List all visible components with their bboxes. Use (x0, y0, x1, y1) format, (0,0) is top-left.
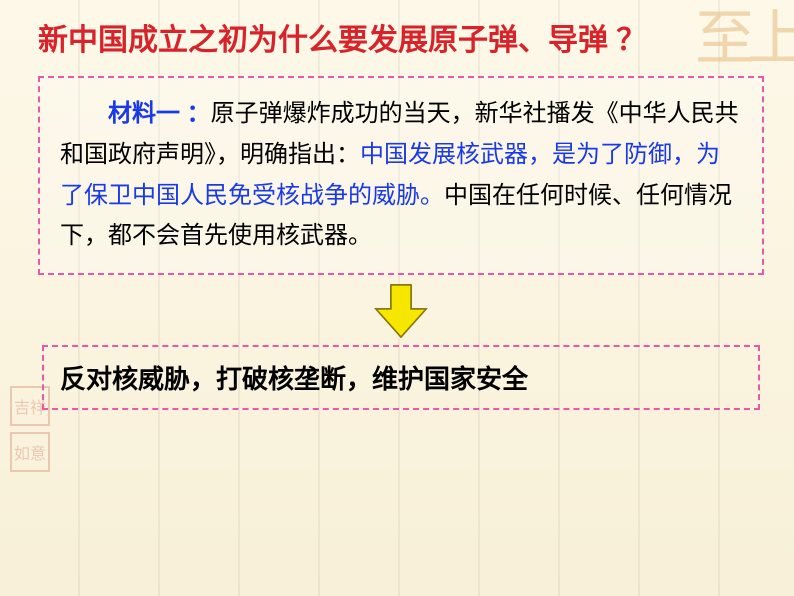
slide-content: 新中国成立之初为什么要发展原子弹、导弹 ？ 材料一 ：原子弹爆炸成功的当天，新华… (0, 0, 794, 430)
conclusion-box: 反对核威胁，打破核垄断，维护国家安全 (42, 345, 760, 410)
material-box: 材料一 ：原子弹爆炸成功的当天，新华社播发《中华人民共和国政府声明》，明确指出：… (38, 76, 764, 275)
seal-box-2: 如意 (10, 432, 50, 472)
arrow-container (38, 283, 764, 339)
conclusion-text: 反对核威胁，打破核垄断，维护国家安全 (60, 364, 528, 394)
slide-title: 新中国成立之初为什么要发展原子弹、导弹 ？ (38, 20, 764, 62)
arrow-down-icon (374, 283, 428, 339)
material-label: 材料一 ： (108, 100, 211, 127)
